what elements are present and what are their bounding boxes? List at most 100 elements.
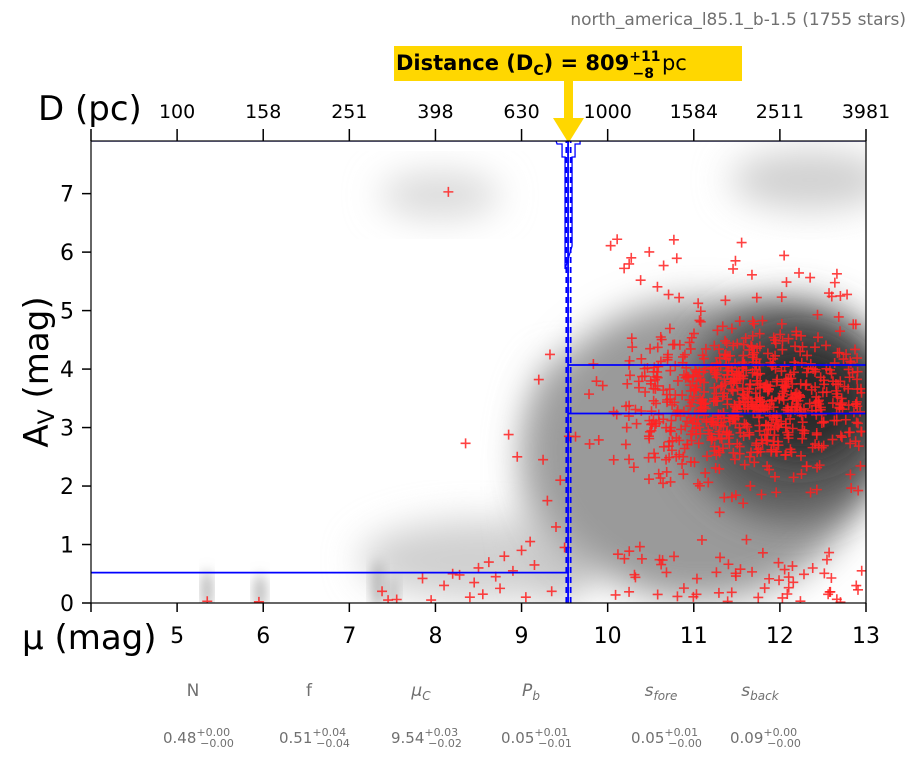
- star-point: [845, 469, 856, 480]
- param-symbol-sub: C: [422, 689, 431, 703]
- star-point: [726, 323, 737, 334]
- star-point: [772, 436, 783, 447]
- param-symbol-sub: b: [532, 689, 540, 703]
- star-point: [754, 392, 765, 403]
- star-point: [780, 381, 791, 392]
- param-value-down: −0.00: [668, 737, 702, 750]
- star-point: [702, 451, 713, 462]
- top-tick-label: 251: [331, 101, 367, 123]
- star-point: [747, 352, 758, 363]
- star-point: [652, 281, 663, 292]
- top-tick-label: 3981: [842, 101, 890, 123]
- star-point: [752, 368, 763, 379]
- star-point: [645, 375, 656, 386]
- star-point: [815, 372, 826, 383]
- star-point: [806, 384, 817, 395]
- star-point: [643, 452, 654, 463]
- top-tick-label: 158: [245, 101, 281, 123]
- star-point: [678, 469, 689, 480]
- star-point: [483, 557, 494, 568]
- star-point: [832, 391, 843, 402]
- star-point: [839, 381, 850, 392]
- star-point: [836, 393, 847, 404]
- star-point: [786, 389, 797, 400]
- param-value-down: −0.04: [316, 737, 350, 750]
- model-lines: [91, 141, 866, 603]
- star-point: [684, 337, 695, 348]
- star-point: [426, 595, 437, 603]
- param-symbol: P: [522, 681, 533, 701]
- star-point: [626, 252, 637, 263]
- star-point: [542, 495, 553, 506]
- star-point: [661, 567, 672, 578]
- x-tick-label: 11: [680, 624, 708, 649]
- star-point: [716, 433, 727, 444]
- star-point: [695, 375, 706, 386]
- star-point: [720, 335, 731, 346]
- star-point: [698, 366, 709, 377]
- star-point: [644, 474, 655, 485]
- star-point: [812, 309, 823, 320]
- star-point: [663, 289, 674, 300]
- star-point: [684, 394, 695, 405]
- param-symbol: s: [741, 681, 750, 701]
- star-point: [775, 329, 786, 340]
- star-point: [747, 316, 758, 327]
- star-point: [813, 395, 824, 406]
- star-point: [715, 420, 726, 431]
- star-point: [698, 353, 709, 364]
- param-symbol: s: [645, 681, 654, 701]
- star-point: [533, 374, 544, 385]
- star-point: [693, 438, 704, 449]
- star-point: [818, 416, 829, 427]
- star-point: [584, 438, 595, 449]
- star-point: [829, 277, 840, 288]
- param-symbol-sub: back: [750, 689, 780, 703]
- star-point: [761, 420, 772, 431]
- star-point: [779, 250, 790, 261]
- star-point: [827, 398, 838, 409]
- star-point: [797, 433, 808, 444]
- param-value-down: −0.00: [200, 737, 234, 750]
- star-point: [735, 427, 746, 438]
- star-point: [762, 380, 773, 391]
- star-point: [674, 292, 685, 303]
- star-point: [833, 379, 844, 390]
- plot-area: [90, 140, 867, 604]
- star-point: [802, 350, 813, 361]
- star-point: [634, 541, 645, 552]
- star-point: [734, 448, 745, 459]
- star-point: [555, 475, 566, 486]
- star-point: [782, 427, 793, 438]
- star-point: [843, 364, 854, 375]
- star-point: [813, 440, 824, 451]
- star-point: [783, 333, 794, 344]
- star-point: [811, 484, 822, 495]
- star-point: [653, 468, 664, 479]
- star-point: [759, 583, 770, 594]
- star-point: [694, 480, 705, 491]
- star-point: [727, 385, 738, 396]
- param-value: 0.05+0.01 −0.01: [501, 726, 572, 750]
- density-background: [91, 141, 866, 603]
- star-point: [771, 420, 782, 431]
- star-point: [741, 365, 752, 376]
- star-point: [754, 328, 765, 339]
- star-point: [608, 454, 619, 465]
- star-point: [746, 341, 757, 352]
- star-point: [707, 433, 718, 444]
- star-point: [751, 292, 762, 303]
- star-point: [591, 376, 602, 387]
- y-tick-label: 7: [60, 183, 74, 208]
- star-point: [788, 577, 799, 588]
- distance-sup: +11: [629, 49, 660, 65]
- star-point: [826, 572, 837, 583]
- star-point: [795, 346, 806, 357]
- star-point: [747, 566, 758, 577]
- svg-text:Distance (DC) = 809+11−8pc: Distance (DC) = 809+11 −8 pc: [396, 49, 687, 82]
- param-value: 9.54+0.03 −0.02: [391, 726, 462, 750]
- star-point: [658, 441, 669, 452]
- star-point: [728, 263, 739, 274]
- star-point: [766, 395, 777, 406]
